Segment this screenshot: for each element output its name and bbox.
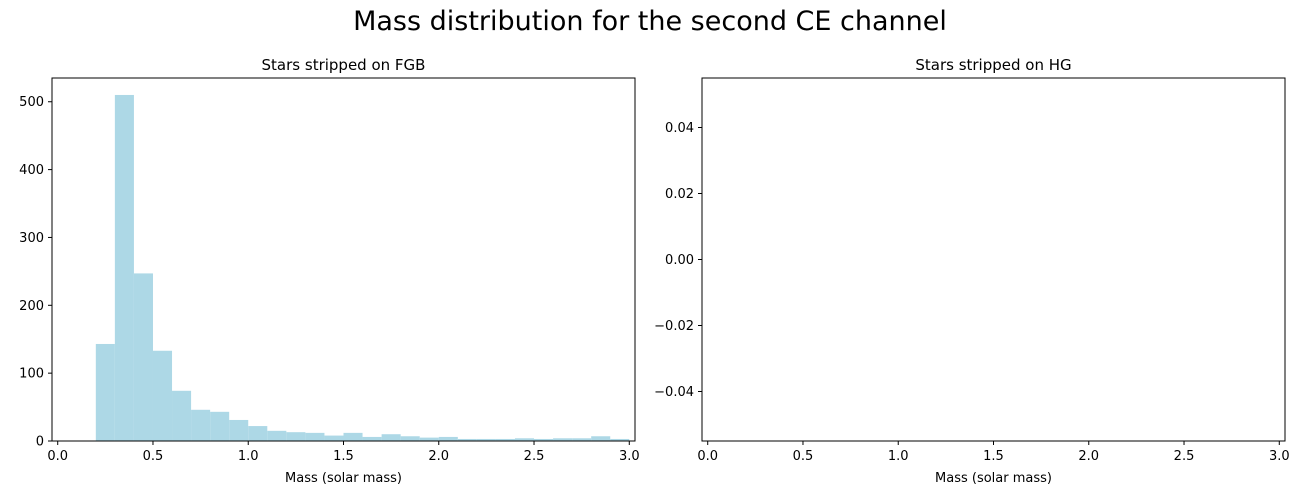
histogram-bar bbox=[286, 432, 306, 441]
histogram-bar bbox=[572, 438, 592, 441]
x-axis-label: Mass (solar mass) bbox=[285, 471, 402, 486]
histogram-bar bbox=[591, 436, 611, 441]
histogram-bar bbox=[324, 435, 344, 441]
y-tick-label: 0.00 bbox=[665, 253, 694, 268]
histogram-bar bbox=[305, 432, 325, 441]
panel-title: Stars stripped on HG bbox=[915, 56, 1071, 74]
histogram-bar bbox=[534, 438, 554, 441]
histogram-bar bbox=[343, 432, 363, 441]
histogram-bar bbox=[95, 343, 115, 441]
x-tick-label: 1.0 bbox=[238, 449, 259, 464]
histogram-bar bbox=[210, 411, 230, 441]
y-tick-label: 300 bbox=[19, 231, 44, 246]
histogram-bar bbox=[267, 430, 287, 441]
panel-title: Stars stripped on FGB bbox=[262, 56, 426, 74]
x-axis-label: Mass (solar mass) bbox=[935, 471, 1052, 486]
x-tick-label: 2.5 bbox=[524, 449, 545, 464]
histogram-bar bbox=[152, 350, 173, 441]
histogram-bar bbox=[248, 426, 268, 441]
x-tick-label: 1.5 bbox=[333, 449, 354, 464]
y-tick-label: −0.04 bbox=[654, 385, 694, 400]
y-tick-label: −0.02 bbox=[654, 319, 694, 334]
histogram-bar bbox=[362, 436, 382, 441]
y-tick-label: 0 bbox=[36, 435, 44, 450]
histogram-bar bbox=[438, 436, 458, 441]
chart-panel-2: 0.0 0.5 1.0 1.5 2.0 2.5 3.0 −0.04 −0.02 0.00 0.02 0… bbox=[654, 56, 1289, 486]
histogram-bar bbox=[495, 438, 515, 441]
histogram-bar bbox=[133, 273, 153, 441]
x-tick-label: 1.0 bbox=[888, 449, 909, 464]
x-tick-label: 1.5 bbox=[983, 449, 1004, 464]
x-tick-label: 2.0 bbox=[428, 449, 449, 464]
histogram-bar bbox=[476, 438, 496, 441]
x-tick-label: 0.5 bbox=[793, 449, 814, 464]
y-tick-label: 200 bbox=[19, 299, 44, 314]
histogram-bar bbox=[457, 438, 477, 441]
figure-title: Mass distribution for the second CE chan… bbox=[353, 6, 947, 37]
y-tick-label: 0.04 bbox=[665, 121, 694, 136]
x-tick-label: 3.0 bbox=[1269, 449, 1290, 464]
x-tick-label: 3.0 bbox=[619, 449, 640, 464]
histogram-bar bbox=[419, 437, 439, 441]
histogram-bar bbox=[191, 409, 211, 441]
chart-panel-1: 0.0 0.5 1.0 1.5 2.0 2.5 3.0 0 100 200 300 400 500 Sta… bbox=[19, 56, 639, 486]
histogram-bar bbox=[400, 436, 420, 441]
axes-frame bbox=[701, 77, 1286, 442]
histogram-bar bbox=[172, 390, 192, 441]
histogram-bar bbox=[553, 438, 573, 441]
histogram-bar bbox=[229, 419, 249, 441]
y-tick-label: 500 bbox=[19, 95, 44, 110]
histogram-bar bbox=[610, 438, 630, 441]
y-tick-label: 0.02 bbox=[665, 187, 694, 202]
x-tick-label: 2.0 bbox=[1078, 449, 1099, 464]
x-tick-label: 0.0 bbox=[47, 449, 68, 464]
y-tick-label: 100 bbox=[19, 367, 44, 382]
y-tick-label: 400 bbox=[19, 163, 44, 178]
histogram-bar bbox=[514, 438, 535, 441]
histogram-bar bbox=[114, 94, 134, 441]
x-tick-label: 0.5 bbox=[143, 449, 164, 464]
x-tick-label: 2.5 bbox=[1174, 449, 1195, 464]
histogram-bar bbox=[381, 434, 401, 441]
x-tick-label: 0.0 bbox=[697, 449, 718, 464]
